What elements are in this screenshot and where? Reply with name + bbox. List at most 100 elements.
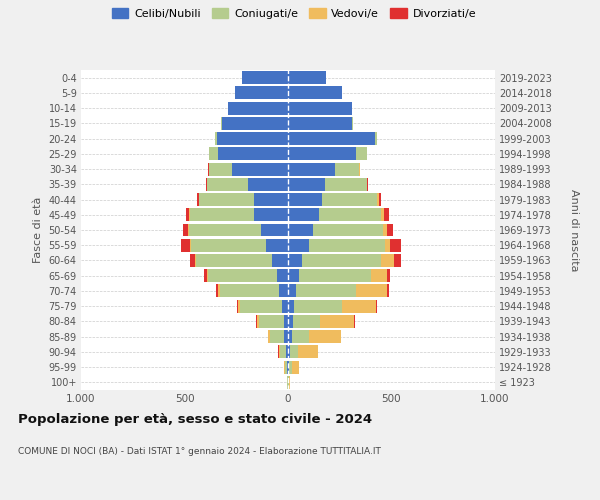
Bar <box>388 224 392 236</box>
Bar <box>288 254 302 267</box>
Bar <box>261 224 288 236</box>
Bar <box>288 208 319 221</box>
Bar <box>188 224 261 236</box>
Bar <box>278 284 288 298</box>
Bar <box>289 376 290 389</box>
Text: COMUNE DI NOCI (BA) - Dati ISTAT 1° gennaio 2024 - Elaborazione TUTTITALIA.IT: COMUNE DI NOCI (BA) - Dati ISTAT 1° genn… <box>18 448 381 456</box>
Bar <box>302 254 381 267</box>
Bar <box>292 360 299 374</box>
Bar <box>215 132 217 145</box>
Bar <box>206 178 207 191</box>
Bar <box>271 330 284 343</box>
Bar <box>335 162 359 175</box>
Bar <box>184 224 188 236</box>
Y-axis label: Anni di nascita: Anni di nascita <box>569 188 579 271</box>
Bar <box>367 178 368 191</box>
Bar <box>191 239 266 252</box>
Bar <box>288 148 356 160</box>
Bar <box>222 117 288 130</box>
Bar <box>286 346 288 358</box>
Bar <box>288 330 292 343</box>
Bar <box>313 224 383 236</box>
Bar <box>241 300 282 312</box>
Bar <box>375 132 377 145</box>
Bar <box>299 269 371 282</box>
Bar <box>322 193 377 206</box>
Bar <box>354 315 355 328</box>
Bar <box>238 300 241 312</box>
Bar <box>371 269 388 282</box>
Bar <box>272 254 288 267</box>
Bar <box>254 208 288 221</box>
Bar <box>383 224 388 236</box>
Bar <box>288 269 299 282</box>
Bar <box>209 148 218 160</box>
Bar <box>220 284 278 298</box>
Bar <box>282 300 288 312</box>
Bar <box>288 71 326 84</box>
Bar <box>381 254 394 267</box>
Legend: Celibi/Nubili, Coniugati/e, Vedovi/e, Divorziati/e: Celibi/Nubili, Coniugati/e, Vedovi/e, Di… <box>112 8 476 19</box>
Bar <box>232 162 288 175</box>
Bar <box>356 148 367 160</box>
Bar <box>215 284 218 298</box>
Bar <box>288 117 352 130</box>
Bar <box>288 193 322 206</box>
Bar <box>189 208 190 221</box>
Y-axis label: Fasce di età: Fasce di età <box>33 197 43 263</box>
Bar <box>197 193 199 206</box>
Bar <box>257 315 259 328</box>
Bar <box>285 360 287 374</box>
Bar <box>292 330 309 343</box>
Bar <box>288 162 335 175</box>
Bar <box>209 162 232 175</box>
Bar <box>242 71 288 84</box>
Bar <box>190 239 191 252</box>
Bar <box>259 315 284 328</box>
Bar <box>342 300 376 312</box>
Bar <box>385 239 391 252</box>
Bar <box>288 284 296 298</box>
Bar <box>190 254 195 267</box>
Bar <box>288 315 293 328</box>
Bar <box>296 284 356 298</box>
Bar <box>235 86 288 100</box>
Bar <box>376 300 377 312</box>
Bar <box>237 300 238 312</box>
Bar <box>356 284 388 298</box>
Bar <box>319 208 381 221</box>
Bar <box>278 346 280 358</box>
Bar <box>206 269 208 282</box>
Bar <box>288 178 325 191</box>
Bar <box>288 300 294 312</box>
Bar <box>204 269 206 282</box>
Bar <box>228 102 288 114</box>
Bar <box>268 330 271 343</box>
Bar <box>280 346 286 358</box>
Bar <box>290 346 298 358</box>
Bar <box>190 208 254 221</box>
Bar <box>195 254 196 267</box>
Bar <box>377 193 379 206</box>
Bar <box>196 254 272 267</box>
Bar <box>186 208 189 221</box>
Bar <box>287 360 288 374</box>
Bar <box>199 193 254 206</box>
Bar <box>325 178 367 191</box>
Bar <box>309 239 385 252</box>
Bar <box>266 239 288 252</box>
Bar <box>388 284 389 298</box>
Bar <box>288 239 309 252</box>
Bar <box>181 239 190 252</box>
Bar <box>288 132 375 145</box>
Bar <box>379 193 381 206</box>
Bar <box>381 208 384 221</box>
Bar <box>208 269 277 282</box>
Bar <box>288 360 289 374</box>
Bar <box>284 330 288 343</box>
Bar <box>288 86 342 100</box>
Bar <box>284 315 288 328</box>
Bar <box>298 346 318 358</box>
Bar <box>294 300 342 312</box>
Bar <box>288 224 313 236</box>
